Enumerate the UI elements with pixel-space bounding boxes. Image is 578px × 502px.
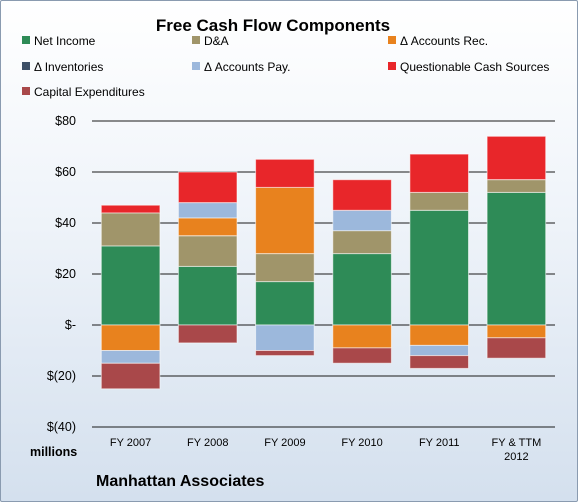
x-tick-label: FY 2008 [187, 437, 228, 449]
legend-label-d-a: D&A [204, 34, 229, 48]
y-tick-label: $40 [55, 216, 76, 230]
y-tick-label: $(20) [47, 369, 76, 383]
legend-swatch-delta-accounts-pay [192, 62, 200, 70]
legend-swatch-delta-inventories [22, 62, 30, 70]
y-tick-label: $- [65, 318, 76, 332]
legend-swatch-questionable-cash-sources [388, 62, 396, 70]
bar-segment-delta-accounts-rec [332, 324, 392, 349]
legend-label-delta-inventories: Δ Inventories [34, 60, 103, 74]
bar-segment-d-a [486, 179, 547, 193]
x-tick-label: FY 2007 [110, 437, 151, 449]
bar-segment-delta-accounts-rec [486, 324, 547, 339]
bar-segment-net-income [409, 209, 469, 326]
bar-segment-delta-accounts-rec [409, 324, 469, 346]
bar-segment-delta-accounts-rec [177, 217, 238, 237]
bar-segment-capital-expenditures [409, 355, 469, 369]
bar-segment-net-income [332, 253, 392, 326]
legend-label-delta-accounts-rec: Δ Accounts Rec. [400, 34, 488, 48]
legend-label-questionable-cash-sources: Questionable Cash Sources [400, 60, 549, 74]
bar-segment-delta-accounts-pay [255, 324, 315, 351]
legend-swatch-capital-expenditures [22, 87, 30, 95]
bar-segment-delta-accounts-rec [100, 324, 161, 351]
legend-label-net-income: Net Income [34, 34, 96, 48]
bar-segment-capital-expenditures [100, 362, 161, 390]
x-axis: FY 2007 FY 2008 FY 2009 FY 2010 FY 2011 FY & … [110, 437, 541, 463]
bar-segment-net-income [255, 281, 315, 326]
bar-segment-delta-accounts-pay [409, 344, 469, 357]
chart-title: Free Cash Flow Components [156, 16, 390, 35]
y-axis: $80 $60 $40 $20 $- $(20) $(40) [47, 114, 76, 434]
legend-label-capital-expenditures: Capital Expenditures [34, 85, 145, 99]
y-tick-label: $(40) [47, 420, 76, 434]
bar-segment-capital-expenditures [177, 324, 238, 344]
bar-segment-questionable-cash-sources [100, 204, 161, 214]
bar-segment-d-a [100, 212, 161, 247]
y-tick-label: $60 [55, 165, 76, 179]
bar-segment-d-a [332, 230, 392, 255]
x-tick-label: FY 2011 [419, 437, 460, 449]
units-label: millions [30, 445, 77, 459]
bar-segment-delta-accounts-rec [255, 186, 315, 255]
y-tick-label: $20 [55, 267, 76, 281]
legend: Net Income D&A Δ Accounts Rec. Δ Inventorie… [22, 34, 549, 99]
bar-segment-questionable-cash-sources [255, 158, 315, 188]
bar-segment-questionable-cash-sources [486, 135, 547, 181]
gridlines [92, 120, 555, 428]
legend-swatch-delta-accounts-rec [388, 36, 396, 44]
bar-segment-delta-accounts-pay [100, 350, 161, 364]
bar-segment-questionable-cash-sources [177, 171, 238, 204]
bar-segment-delta-accounts-pay [177, 202, 238, 219]
bar-segment-capital-expenditures [255, 350, 315, 357]
x-tick-label: FY 2010 [341, 437, 382, 449]
bar-segment-capital-expenditures [332, 347, 392, 364]
legend-swatch-d-a [192, 36, 200, 44]
legend-swatch-net-income [22, 36, 30, 44]
bar-segment-net-income [177, 265, 238, 326]
y-tick-label: $80 [55, 114, 76, 128]
bar-segment-capital-expenditures [486, 337, 547, 359]
bar-segment-d-a [409, 191, 469, 211]
bar-segment-delta-accounts-pay [332, 209, 392, 232]
bar-segment-net-income [100, 245, 161, 326]
x-tick-label: FY & TTM 2012 [492, 437, 542, 463]
bar-segment-questionable-cash-sources [409, 153, 469, 193]
company-name: Manhattan Associates [96, 473, 264, 490]
bar-segment-d-a [255, 253, 315, 283]
bar-segment-net-income [486, 191, 547, 326]
bar-segment-d-a [177, 235, 238, 267]
bars [100, 135, 547, 390]
legend-label-delta-accounts-pay: Δ Accounts Pay. [204, 60, 291, 74]
bar-segment-questionable-cash-sources [332, 179, 392, 211]
x-tick-label: FY 2009 [264, 437, 305, 449]
